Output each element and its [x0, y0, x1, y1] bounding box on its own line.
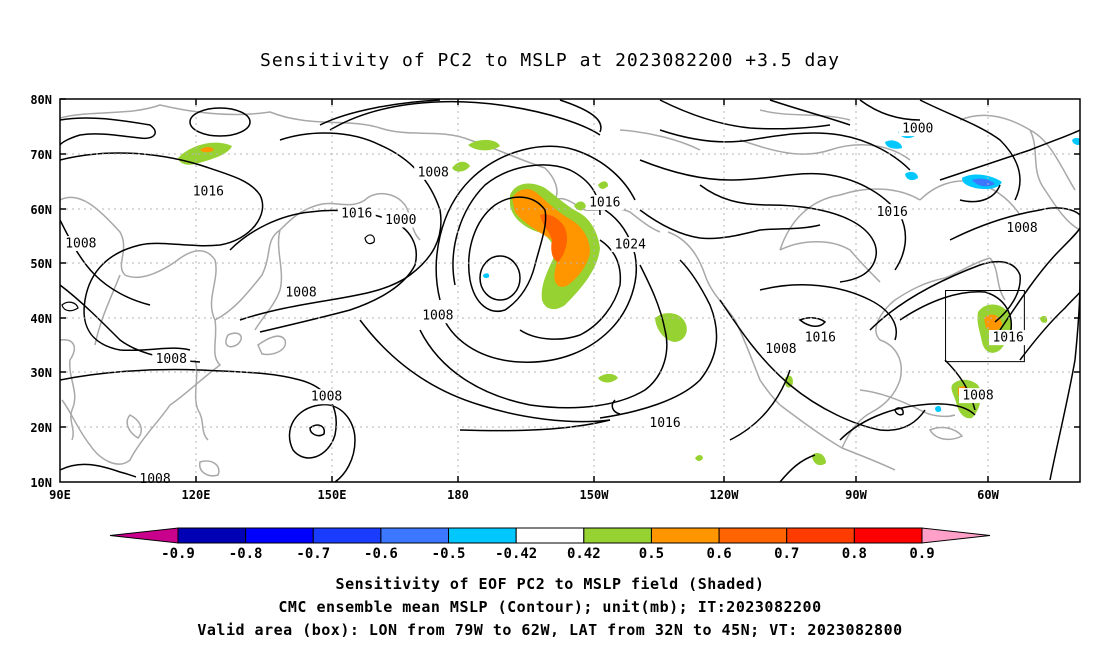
colorbar-label: -0.9: [161, 546, 195, 562]
colorbar-swatch: [177, 527, 247, 544]
lat-label: 60N: [30, 203, 52, 217]
lat-label: 50N: [30, 257, 52, 271]
contour-label-bg: [307, 389, 346, 405]
colorbar-swatch: [786, 527, 855, 544]
colorbar-swatch: [583, 527, 652, 544]
lat-label: 40N: [30, 312, 52, 326]
lon-label: 60W: [977, 488, 999, 502]
contour-label-bg: [873, 204, 912, 220]
colorbar-swatch: [853, 527, 923, 544]
contour-label-bg: [585, 194, 624, 210]
colorbar-label: 0.6: [706, 546, 731, 562]
contour-label: 1000: [385, 213, 416, 228]
plot-frame: [59, 98, 1081, 483]
colorbar-swatch: [312, 527, 382, 544]
lon-label: 150E: [318, 488, 347, 502]
contour-label-bg: [611, 237, 650, 253]
colorbar-label: 0.9: [909, 546, 934, 562]
contour-label: 1008: [311, 390, 342, 405]
colorbar-label: -0.6: [364, 546, 398, 562]
gridlines: [60, 99, 1080, 482]
contour-label-bg: [61, 235, 100, 251]
colorbar-swatch: [515, 527, 585, 544]
contour-label: 1000: [902, 122, 933, 137]
colorbar-swatch: [448, 527, 517, 544]
latitude-axis: 80N 70N 60N 50N 40N 30N 20N 10N: [30, 93, 1080, 490]
contour-label: 1008: [1006, 221, 1037, 236]
colorbar-label: -0.5: [432, 546, 466, 562]
colorbar-swatch: [380, 527, 450, 544]
contour-label: 1016: [877, 205, 908, 220]
valid-area-box: 1016: [945, 290, 1028, 363]
contour-label-bg: [1003, 220, 1042, 236]
contour-label-bg: [418, 308, 457, 324]
colorbar-swatch: [718, 527, 788, 544]
lon-label: 180: [447, 488, 469, 502]
lon-label: 120E: [182, 488, 211, 502]
contour-label: 1008: [285, 286, 316, 301]
map-title: Sensitivity of PC2 to MSLP at 2023082200…: [259, 50, 840, 71]
lat-label: 10N: [30, 476, 52, 490]
colorbar-label: 0.7: [774, 546, 799, 562]
contour-labels: 1000 1008 1016 1016 1016 1016 1008 1000 1024 1008…: [61, 121, 1042, 487]
lon-label: 90E: [49, 488, 71, 502]
contour-label-bg: [761, 341, 800, 357]
contour-label: 1016: [649, 416, 680, 431]
colorbar-swatch: [650, 527, 720, 544]
colorbar-label: -0.8: [229, 546, 263, 562]
contour-label-bg: [152, 351, 191, 367]
colorbar-label: 0.8: [842, 546, 867, 562]
contour-label: 1016: [589, 195, 620, 210]
colorbar-label: 0.42: [567, 546, 601, 562]
longitude-axis: 90E 120E 150E 180 150W 120W 90W 60W: [49, 99, 1000, 502]
valid-box-label: 1016: [992, 331, 1023, 346]
colorbar-swatch: [245, 527, 314, 544]
colorbar-label: 0.5: [639, 546, 664, 562]
lat-label: 80N: [30, 93, 52, 107]
contour-label: 1008: [139, 472, 170, 487]
colorbar-low-extension: [109, 527, 179, 544]
contour-label-bg: [414, 164, 453, 180]
colorbar: -0.9 -0.8 -0.7 -0.6 -0.5 -0.42 0.42 0.5 0.6 0.7 0.…: [109, 527, 991, 562]
contour-label: 1024: [615, 238, 646, 253]
contour-label: 1008: [962, 389, 993, 404]
contour-label-bg: [801, 330, 840, 346]
colorbar-label: -0.7: [296, 546, 330, 562]
contour-label: 1016: [805, 331, 836, 346]
contour-label-bg: [337, 205, 376, 221]
lat-label: 70N: [30, 148, 52, 162]
contour-label: 1008: [765, 342, 796, 357]
contour-label-bg: [646, 415, 685, 431]
lon-label: 150W: [580, 488, 610, 502]
caption-contour: CMC ensemble mean MSLP (Contour); unit(m…: [278, 598, 822, 616]
contour-label-bg: [189, 184, 228, 200]
contour-label: 1008: [156, 352, 187, 367]
lat-label: 20N: [30, 421, 52, 435]
contour-label-bg: [959, 388, 997, 404]
contour-label: 1016: [193, 185, 224, 200]
contour-label: 1008: [65, 236, 96, 251]
lon-label: 90W: [845, 488, 867, 502]
caption-valid-area: Valid area (box): LON from 79W to 62W, L…: [197, 621, 903, 639]
contour-label-bg: [898, 121, 937, 137]
valid-box-label-bg: [989, 330, 1028, 346]
small-contour-loops: [61, 234, 375, 312]
colorbar-label: -0.42: [495, 546, 537, 562]
caption-shading: Sensitivity of EOF PC2 to MSLP field (Sh…: [335, 575, 765, 593]
contour-label-bg: [381, 212, 420, 228]
contour-label: 1016: [341, 206, 372, 221]
lat-label: 30N: [30, 366, 52, 380]
contour-label: 1008: [418, 165, 449, 180]
contour-label-bg: [282, 285, 321, 301]
colorbar-high-extension: [921, 527, 991, 544]
coastlines: [60, 104, 1080, 477]
lon-label: 120W: [710, 488, 740, 502]
contour-label: 1008: [422, 309, 453, 324]
